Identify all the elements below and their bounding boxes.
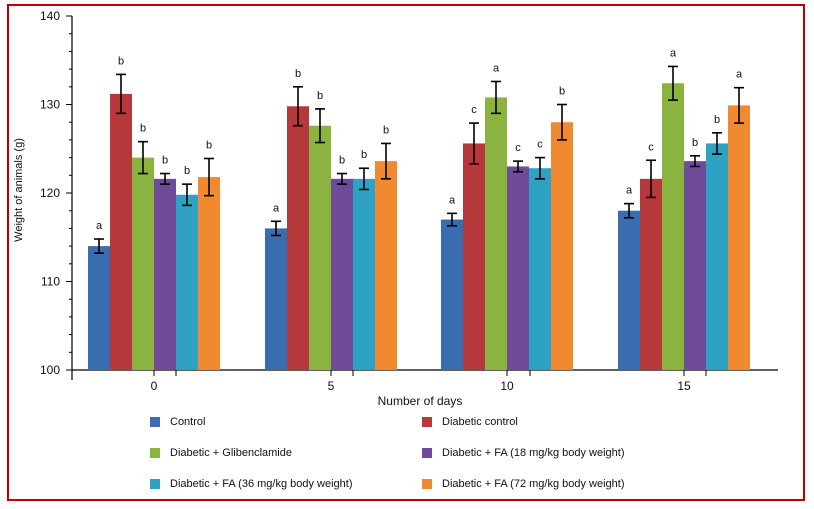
y-tick-label: 100: [40, 363, 60, 377]
legend-swatch: [422, 479, 432, 489]
bar: [507, 166, 529, 370]
significance-letter: b: [559, 86, 565, 98]
legend-swatch: [150, 479, 160, 489]
bar: [662, 83, 684, 370]
legend-item: Diabetic control: [422, 414, 518, 430]
legend-label: Diabetic control: [442, 416, 518, 428]
x-tick-label: 15: [677, 379, 691, 393]
bar: [287, 106, 309, 371]
bar: [529, 168, 551, 370]
bar-chart: 100 110 120 130 140 0 5 10 15 a a a a b b c c b b a a b b c b b b…: [13, 9, 778, 408]
significance-letter: b: [162, 155, 168, 167]
x-axis-label: Number of days: [378, 394, 463, 408]
significance-letter: a: [626, 185, 633, 197]
significance-letter: c: [648, 141, 654, 153]
significance-letter: b: [206, 139, 212, 151]
x-tick-label: 10: [500, 379, 514, 393]
significance-letter: a: [670, 47, 677, 59]
legend-item: Diabetic + FA (72 mg/kg body weight): [422, 476, 625, 492]
significance-letter: b: [361, 149, 367, 161]
bar: [353, 178, 375, 370]
legend-label: Control: [170, 416, 206, 428]
x-tick-label: 5: [328, 379, 335, 393]
significance-letter: b: [339, 155, 345, 167]
bar: [706, 143, 728, 370]
significance-letter: a: [273, 202, 280, 214]
legend-label: Diabetic + FA (36 mg/kg body weight): [170, 478, 353, 490]
legend-label: Diabetic + FA (18 mg/kg body weight): [442, 447, 625, 459]
bar: [640, 178, 662, 370]
significance-letter: c: [471, 104, 477, 116]
legend-item: Control: [150, 414, 205, 430]
bar: [485, 97, 507, 371]
significance-letter: a: [96, 220, 103, 232]
bar: [551, 122, 573, 370]
significance-letter: c: [515, 142, 521, 154]
significance-letter: b: [118, 55, 124, 67]
bar: [463, 143, 485, 370]
legend-swatch: [422, 417, 432, 427]
significance-letter: b: [692, 137, 698, 149]
y-tick-label: 140: [40, 9, 60, 23]
bar: [176, 194, 198, 370]
significance-letter: b: [184, 165, 190, 177]
legend-item: Diabetic + FA (18 mg/kg body weight): [422, 445, 625, 461]
plot-area: a a a a b b c c b b a a b b c b b b c b b b b a: [88, 47, 750, 371]
bar: [331, 178, 353, 370]
bar: [309, 125, 331, 371]
y-tick-label: 120: [40, 186, 60, 200]
bar: [132, 157, 154, 370]
legend-label: Diabetic + FA (72 mg/kg body weight): [442, 478, 625, 490]
significance-letter: b: [714, 114, 720, 126]
x-tick-label: 0: [151, 379, 158, 393]
legend-item: Diabetic + FA (36 mg/kg body weight): [150, 476, 353, 492]
legend-label: Diabetic + Glibenclamide: [170, 447, 292, 459]
bar: [375, 161, 397, 370]
significance-letter: b: [295, 68, 301, 80]
significance-letter: b: [140, 123, 146, 135]
y-tick-label: 130: [40, 98, 60, 112]
y-axis-label: Weight of animals (g): [13, 138, 25, 242]
bar: [265, 228, 287, 370]
significance-letter: c: [537, 139, 543, 151]
significance-letter: a: [493, 62, 500, 74]
significance-letter: a: [736, 69, 743, 81]
bar: [110, 93, 132, 370]
significance-letter: a: [449, 194, 456, 206]
bar: [198, 177, 220, 370]
legend-swatch: [150, 417, 160, 427]
significance-letter: b: [317, 90, 323, 102]
bar: [728, 105, 750, 370]
bar: [684, 161, 706, 370]
legend-item: Diabetic + Glibenclamide: [150, 445, 292, 461]
significance-letter: b: [383, 124, 389, 136]
bar: [88, 246, 110, 370]
bar: [441, 219, 463, 370]
legend-swatch: [150, 448, 160, 458]
bar: [154, 178, 176, 370]
bar: [618, 210, 640, 370]
legend-swatch: [422, 448, 432, 458]
y-tick-label: 110: [41, 275, 60, 289]
